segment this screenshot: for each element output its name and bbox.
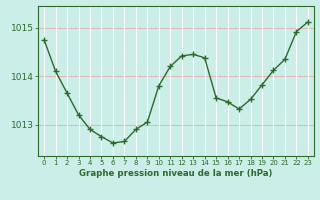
X-axis label: Graphe pression niveau de la mer (hPa): Graphe pression niveau de la mer (hPa) bbox=[79, 169, 273, 178]
